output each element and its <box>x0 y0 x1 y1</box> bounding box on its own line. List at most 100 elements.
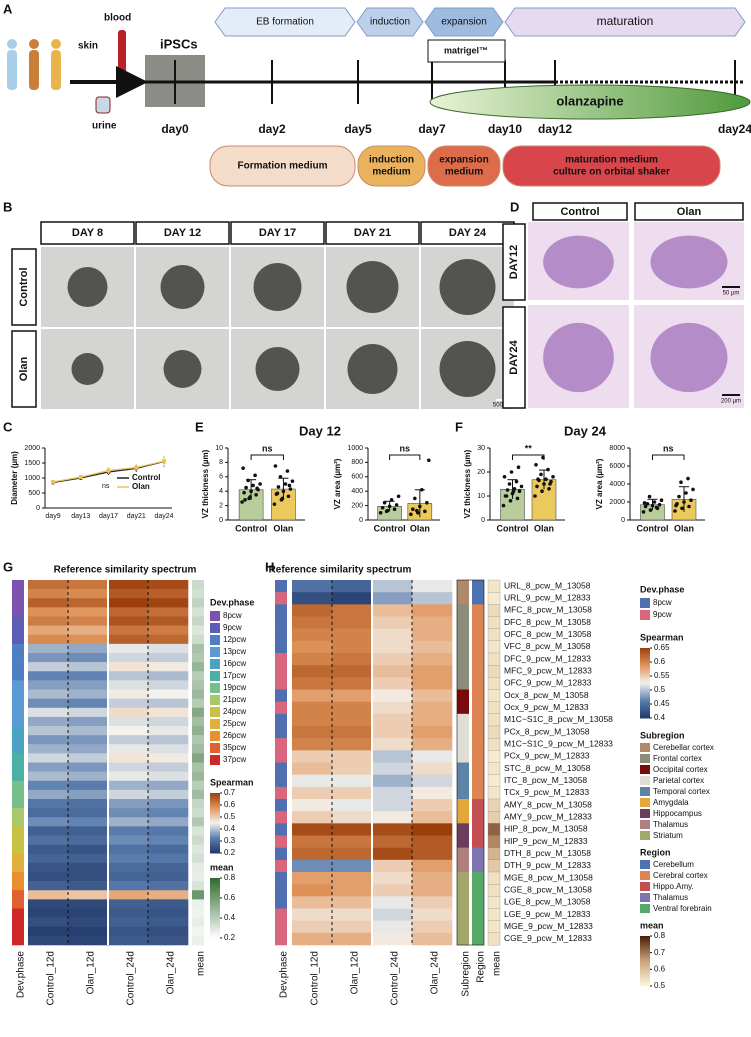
colorbar-step <box>210 923 220 925</box>
colorbar-step <box>640 670 650 673</box>
colorbar-step <box>210 808 220 810</box>
region-cell <box>472 665 484 678</box>
point <box>258 482 262 486</box>
region-cell <box>472 872 484 885</box>
heat-cell <box>68 881 109 891</box>
colorbar-step <box>210 909 220 912</box>
phase-cell <box>275 592 287 605</box>
x-tick-label: day21 <box>127 513 146 520</box>
subregion-cell <box>457 665 469 678</box>
scale-bar-label: 50 µm <box>723 291 740 297</box>
region-cell <box>472 811 484 824</box>
heat-cell <box>372 677 413 690</box>
heat-cell <box>412 932 453 946</box>
heat-cell <box>148 872 189 882</box>
phase-cell <box>275 835 287 848</box>
heat-cell <box>412 592 453 605</box>
point <box>51 479 55 484</box>
heat-cell <box>108 908 149 918</box>
point <box>78 475 83 480</box>
panel-label: C <box>3 419 13 434</box>
colorbar-step <box>640 651 650 654</box>
heat-cell <box>148 662 189 672</box>
phase-cell <box>275 580 287 593</box>
region-cell <box>472 604 484 617</box>
row-label: PCx_9_pcw_M_12833 <box>504 751 590 761</box>
mean-cell <box>487 920 501 934</box>
colorbar-step <box>210 839 220 842</box>
phase-cell <box>12 872 24 882</box>
legend-swatch <box>640 765 650 774</box>
subregion-cell <box>457 604 469 617</box>
heat-cell <box>292 726 333 739</box>
medium-label: culture on orbital shaker <box>553 167 670 178</box>
legend-label: Thalamus <box>653 820 688 829</box>
point <box>378 511 383 515</box>
stage-label: induction <box>370 17 410 28</box>
phase-cell <box>12 935 24 946</box>
point <box>413 496 417 501</box>
heat-cell <box>412 920 453 934</box>
colorbar-step <box>210 796 220 798</box>
colorbar-step <box>210 878 220 880</box>
phase-cell <box>275 640 287 654</box>
phase-cell <box>12 735 24 745</box>
heat-cell <box>28 789 69 800</box>
mean-cell <box>487 738 501 751</box>
heat-cell <box>292 932 333 946</box>
colorbar-label: 0.4 <box>224 913 236 922</box>
heat-cell <box>108 735 149 745</box>
colorbar-label: 0.5 <box>654 981 666 990</box>
colorbar-step <box>640 947 650 949</box>
y-tick-label: 800 <box>351 459 363 466</box>
mean-cell <box>487 725 501 739</box>
colorbar-step <box>210 838 220 840</box>
heat-cell <box>372 823 413 836</box>
mean-cell <box>487 774 501 788</box>
y-tick-label: 10 <box>215 445 223 452</box>
colorbar-step <box>640 937 650 939</box>
heat-cell <box>292 738 333 751</box>
stage-shape <box>504 7 746 37</box>
colorbar-label: 0.8 <box>654 931 666 940</box>
column-label: Control_12d <box>310 951 321 1005</box>
phase-cell <box>12 653 24 663</box>
heat-cell <box>68 726 109 736</box>
heat-cell <box>412 713 453 727</box>
colorbar-label: 0.7 <box>654 948 666 957</box>
y-axis-label: VZ area (µm²) <box>333 458 342 509</box>
scale-bar-label: 200 µm <box>721 399 741 405</box>
point <box>654 505 659 510</box>
heat-cell <box>332 811 373 824</box>
heat-cell <box>108 580 149 590</box>
colorbar-label: 0.2 <box>224 848 236 857</box>
heat-cell <box>292 713 333 727</box>
heat-cell <box>108 826 149 836</box>
panel-label: E <box>195 419 204 434</box>
column-label: Olan_24d <box>430 951 441 994</box>
colorbar-step <box>210 920 220 922</box>
heat-cell <box>108 926 149 937</box>
phase-cell <box>275 920 287 934</box>
y-tick-label: 8 <box>219 459 223 466</box>
day-label: day2 <box>258 122 286 136</box>
x-tick-label: Olan <box>273 523 293 533</box>
heat-cell <box>332 689 373 702</box>
column-label: Olan_24d <box>166 951 177 994</box>
organoid <box>346 261 399 313</box>
day-header: DAY 21 <box>354 227 391 239</box>
y-tick-label: 1000 <box>24 475 40 482</box>
heat-cell <box>412 847 453 861</box>
heat-cell <box>412 701 453 715</box>
colorbar-step <box>210 900 220 903</box>
heat-cell <box>68 707 109 718</box>
colorbar-step <box>210 908 220 910</box>
phase-cell <box>275 713 287 727</box>
colorbar-step <box>210 933 220 936</box>
point <box>645 502 650 506</box>
legend-label: Thalamus <box>653 893 688 902</box>
heat-cell <box>108 607 149 617</box>
x-tick-label: Control <box>637 523 669 533</box>
legend-swatch <box>210 671 220 681</box>
colorbar-step <box>210 836 220 839</box>
